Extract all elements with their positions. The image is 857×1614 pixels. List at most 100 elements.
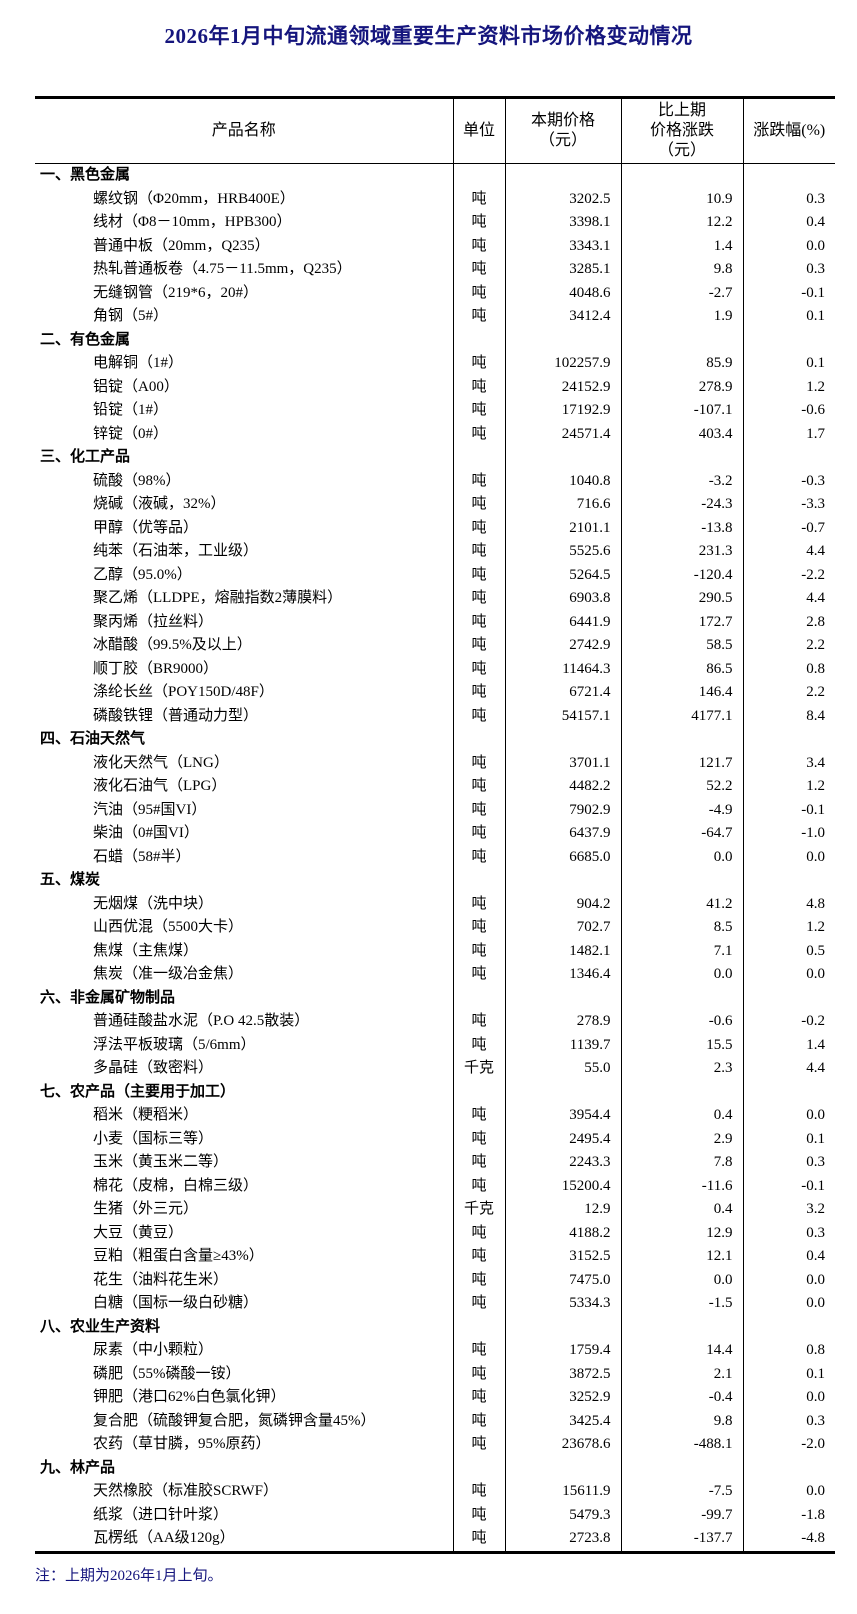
pct-cell: 0.3 — [806, 261, 825, 277]
section-row: 七、农产品（主要用于加工） — [35, 1080, 835, 1104]
empty-cell — [453, 869, 506, 893]
unit-cell: 吨 — [453, 634, 506, 658]
product-cell: 角钢（5#） — [35, 305, 454, 329]
unit-cell: 吨 — [453, 187, 506, 211]
pct-cell: -1.8 — [801, 1506, 825, 1523]
product-cell: 磷酸铁锂（普通动力型） — [35, 704, 454, 728]
unit-cell: 吨 — [453, 1221, 506, 1245]
table-row: 纯苯（石油苯，工业级）吨 5525.6 231.3 4.4 — [35, 540, 835, 564]
empty-cell — [505, 1456, 622, 1480]
empty-cell — [453, 986, 506, 1010]
footnote: 注：上期为2026年1月上旬。 — [35, 1567, 223, 1584]
change-cell: -107.1 — [621, 399, 744, 423]
unit-cell: 吨 — [453, 1033, 506, 1057]
empty-cell — [453, 1315, 506, 1339]
section-name: 七、农产品（主要用于加工） — [35, 1080, 454, 1104]
product-cell: 液化石油气（LPG） — [35, 775, 454, 799]
table-row: 液化天然气（LNG）吨 3701.1 121.7 3.4 — [35, 751, 835, 775]
unit-cell: 吨 — [453, 211, 506, 235]
product-cell: 电解铜（1#） — [35, 352, 454, 376]
table-row: 焦煤（主焦煤）吨 1482.1 7.1 0.5 — [35, 939, 835, 963]
empty-cell — [453, 1456, 506, 1480]
empty-cell — [621, 728, 744, 752]
pct-cell: 0.0 — [806, 1271, 825, 1288]
price-cell: 2742.9 — [505, 634, 622, 658]
table-row: 角钢（5#）吨 3412.4 1.9 0.1 — [35, 305, 835, 329]
table-row: 硫酸（98%）吨 1040.8 -3.2 -0.3 — [35, 469, 835, 493]
unit-cell: 吨 — [453, 493, 506, 517]
change-cell: -99.7 — [621, 1503, 744, 1527]
price-cell: 5525.6 — [505, 540, 622, 564]
pct-cell: 0.4 — [806, 214, 825, 230]
empty-cell — [505, 869, 622, 893]
product-cell: 普通硅酸盐水泥（P.O 42.5散装） — [35, 1010, 454, 1034]
section-row: 一、黑色金属 — [35, 163, 835, 188]
pct-cell: 0.8 — [806, 1342, 825, 1358]
table-row: 聚乙烯（LLDPE，熔融指数2薄膜料）吨 6903.8 290.5 4.4 — [35, 587, 835, 611]
empty-cell — [743, 1316, 835, 1340]
price-cell: 23678.6 — [505, 1433, 622, 1457]
pct-cell: 0.0 — [806, 1389, 825, 1405]
pct-cell: -1.0 — [801, 825, 825, 841]
price-cell: 54157.1 — [505, 704, 622, 728]
product-cell: 硫酸（98%） — [35, 469, 454, 493]
pct-cell: 0.0 — [806, 966, 825, 982]
price-cell: 1346.4 — [505, 963, 622, 987]
product-cell: 农药（草甘膦，95%原药） — [35, 1433, 454, 1457]
empty-cell — [743, 446, 835, 470]
section-row: 八、农业生产资料 — [35, 1315, 835, 1340]
price-cell: 5479.3 — [505, 1503, 622, 1527]
product-cell: 柴油（0#国VI） — [35, 822, 454, 846]
empty-cell — [743, 329, 835, 353]
product-cell: 冰醋酸（99.5%及以上） — [35, 634, 454, 658]
unit-cell: 吨 — [453, 234, 506, 258]
change-cell: 4177.1 — [621, 704, 744, 728]
table-row: 电解铜（1#）吨 102257.9 85.9 0.1 — [35, 352, 835, 376]
change-cell: 9.8 — [621, 1409, 744, 1433]
unit-cell: 吨 — [453, 563, 506, 587]
pct-cell: 1.2 — [806, 778, 825, 794]
table-row: 豆粕（粗蛋白含量≥43%）吨 3152.5 12.1 0.4 — [35, 1245, 835, 1269]
table-row: 钾肥（港口62%白色氯化钾）吨 3252.9 -0.4 0.0 — [35, 1386, 835, 1410]
table-row: 铅锭（1#）吨 17192.9 -107.1 -0.6 — [35, 399, 835, 423]
header-row: 产品名称 单位 本期价格 （元） 比上期 价格涨跌 （元） 涨跌幅(%) — [35, 97, 835, 164]
empty-cell — [621, 1456, 744, 1480]
table-row: 甲醇（优等品）吨 2101.1 -13.8 -0.7 — [35, 516, 835, 540]
price-cell: 5264.5 — [505, 563, 622, 587]
table-row: 锌锭（0#）吨 24571.4 403.4 1.7 — [35, 422, 835, 446]
price-cell: 3285.1 — [505, 258, 622, 282]
price-cell: 24152.9 — [505, 375, 622, 399]
price-cell: 3152.5 — [505, 1245, 622, 1269]
price-cell: 4048.6 — [505, 281, 622, 305]
change-cell: 86.5 — [621, 657, 744, 681]
page-title: 2026年1月中旬流通领域重要生产资料市场价格变动情况 — [164, 24, 693, 48]
price-table: 产品名称 单位 本期价格 （元） 比上期 价格涨跌 （元） 涨跌幅(%) 一、黑… — [35, 96, 835, 1554]
product-cell: 汽油（95#国VI） — [35, 798, 454, 822]
empty-cell — [505, 446, 622, 470]
empty-cell — [743, 869, 835, 893]
price-cell: 3701.1 — [505, 751, 622, 775]
price-cell: 4188.2 — [505, 1221, 622, 1245]
unit-cell: 吨 — [453, 1386, 506, 1410]
product-cell: 棉花（皮棉，白棉三级） — [35, 1174, 454, 1198]
unit-cell: 吨 — [453, 1151, 506, 1175]
pct-cell: 0.4 — [806, 1248, 825, 1264]
table-row: 乙醇（95.0%）吨 5264.5 -120.4 -2.2 — [35, 563, 835, 587]
product-cell: 玉米（黄玉米二等） — [35, 1151, 454, 1175]
pct-cell: 0.5 — [806, 942, 825, 959]
unit-cell: 吨 — [453, 1010, 506, 1034]
price-cell: 11464.3 — [505, 657, 622, 681]
table-row: 热轧普通板卷（4.75－11.5mm，Q235）吨 3285.1 9.8 0.3 — [35, 258, 835, 282]
pct-cell: -0.1 — [801, 1177, 825, 1194]
price-cell: 2101.1 — [505, 516, 622, 540]
pct-cell: 0.3 — [806, 1412, 825, 1429]
table-body: 一、黑色金属 螺纹钢（Φ20mm，HRB400E）吨 3202.5 10.9 0.3 线材… — [35, 163, 835, 1552]
col-header-pct: 涨跌幅(%) — [743, 97, 835, 164]
change-cell: 0.0 — [621, 845, 744, 869]
pct-cell: -3.3 — [801, 496, 825, 512]
table-row: 顺丁胶（BR9000）吨 11464.3 86.5 0.8 — [35, 657, 835, 681]
unit-cell: 吨 — [453, 422, 506, 446]
product-cell: 浮法平板玻璃（5/6mm） — [35, 1033, 454, 1057]
col-header-price: 本期价格 （元） — [505, 97, 622, 164]
section-name: 八、农业生产资料 — [35, 1315, 454, 1339]
